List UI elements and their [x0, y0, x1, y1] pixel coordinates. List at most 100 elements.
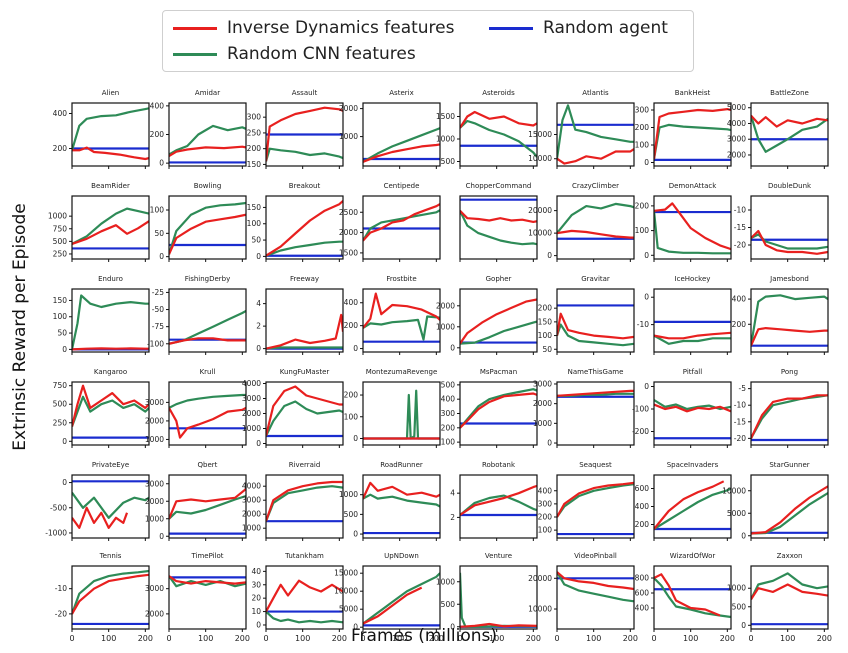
panel-lines: [654, 399, 731, 440]
y-tick-label: 2000: [145, 416, 164, 425]
y-tick-label: -75: [152, 322, 164, 331]
panel-title: Krull: [200, 368, 216, 376]
y-tick-label: 100: [247, 219, 262, 228]
inverse-dynamics-line: [557, 481, 634, 518]
y-tick-label: 300: [441, 409, 456, 418]
panel-title: Amidar: [195, 89, 220, 97]
random-cnn-line: [751, 115, 828, 153]
panel-title: BattleZone: [770, 89, 809, 97]
y-tick-label: 150: [53, 296, 68, 305]
panel-lines: [266, 480, 343, 523]
y-tick-label: 3000: [242, 394, 261, 403]
y-tick-label: -10: [637, 320, 649, 329]
panel-pong: Pong -20 -15 -10 -5: [734, 368, 829, 448]
panel-lines: [363, 292, 440, 343]
panel-lines: [72, 384, 149, 439]
panel-lines: [654, 480, 731, 531]
panel-lines: [460, 110, 537, 158]
y-tick-label: -50: [152, 305, 164, 314]
panel-title: Frostbite: [386, 275, 416, 283]
legend-item-random-cnn: Random CNN features: [173, 43, 416, 65]
panel-title: Asterix: [389, 89, 413, 97]
x-tick-label: 0: [748, 634, 753, 643]
panel-breakout: Breakout 0 50 100 150: [247, 182, 344, 262]
x-tick-label: 0: [69, 634, 74, 643]
inverse-dynamics-line: [169, 145, 246, 157]
panel-frame: [265, 195, 344, 260]
panel-lines: [72, 569, 149, 626]
random-cnn-line: [654, 210, 731, 255]
random-cnn-line: [751, 233, 828, 250]
y-tick-label: 1000: [533, 419, 552, 428]
y-tick-label: 750: [53, 381, 68, 390]
panel-venture: Venture 0 500 1000 0 100 200: [436, 552, 541, 643]
panel-title: NameThisGame: [568, 368, 624, 376]
y-tick-label: 1000: [48, 212, 67, 221]
panel-frame: [168, 288, 247, 353]
panel-frame: [459, 565, 538, 630]
y-tick-label: 400: [53, 109, 68, 118]
random-cnn-line: [363, 209, 440, 242]
panel-title: Tennis: [99, 552, 122, 560]
panel-frame: [459, 288, 538, 353]
y-tick-label: 1000: [242, 524, 261, 533]
random-cnn-line: [654, 487, 731, 530]
panel-lines: [266, 106, 343, 162]
panel-lines: [751, 485, 828, 535]
inverse-dynamics-line: [460, 392, 537, 429]
y-tick-label: 10000: [528, 605, 552, 614]
panel-title: Breakout: [289, 182, 321, 190]
panel-title: SpaceInvaders: [667, 461, 719, 469]
y-tick-label: 2: [450, 513, 455, 522]
inverse-dynamics-line: [460, 622, 537, 628]
panel-title: WizardOfWor: [670, 552, 716, 560]
y-axis-label: Extrinsic Reward per Episode: [10, 203, 30, 451]
y-tick-label: 0: [450, 622, 455, 631]
y-tick-label: 0: [159, 252, 164, 261]
panel-pitfall: Pitfall -200 -100 0: [632, 368, 732, 448]
panel-chopper-command: ChopperCommand: [459, 182, 538, 262]
panel-title: DoubleDunk: [768, 182, 812, 190]
panel-frame: [653, 288, 732, 353]
random-cnn-line: [460, 320, 537, 345]
panel-frame: [265, 474, 344, 539]
panel-lines: [72, 107, 149, 161]
y-tick-label: 500: [53, 400, 68, 409]
random-cnn-line: [363, 127, 440, 163]
random-cnn-line: [72, 491, 149, 519]
panel-frame: [459, 474, 538, 539]
panel-centipede: Centipede 1500 2000 2500: [339, 182, 441, 262]
panel-title: Pitfall: [683, 368, 702, 376]
y-tick-label: 0: [353, 623, 358, 632]
random-cnn-line: [460, 494, 537, 516]
panel-wizard-of-wor: WizardOfWor 400 600 800 0 100 200: [635, 552, 735, 643]
panel-frame: [168, 474, 247, 539]
panel-riverraid: Riverraid 1000 2000 3000 4000: [242, 461, 344, 541]
y-tick-label: 2000: [242, 510, 261, 519]
y-tick-label: 1500: [436, 112, 455, 121]
y-tick-label: 1500: [339, 248, 358, 257]
inverse-dynamics-line: [460, 298, 537, 345]
panel-zaxxon: Zaxxon 0 500 1000 0 100 200: [727, 552, 832, 643]
y-tick-label: 400: [150, 101, 165, 110]
y-tick-label: -25: [152, 288, 164, 297]
y-tick-label: 50: [154, 229, 164, 238]
panel-battle-zone: BattleZone 2000 3000 4000 5000: [727, 89, 829, 169]
inverse-dynamics-line: [460, 110, 537, 129]
y-tick-label: 400: [344, 298, 359, 307]
y-tick-label: 150: [247, 160, 262, 169]
panel-frame: [362, 565, 441, 630]
inverse-dynamics-line: [557, 148, 634, 165]
panel-frame: [71, 565, 150, 630]
y-tick-label: 10000: [528, 154, 552, 163]
y-tick-label: 200: [150, 130, 165, 139]
y-tick-label: 2000: [533, 399, 552, 408]
y-tick-label: 5000: [727, 103, 746, 112]
x-tick-label: 200: [235, 634, 250, 643]
legend-swatch-random-cnn: [173, 52, 217, 56]
panel-lines: [266, 313, 343, 350]
random-cnn-line: [751, 572, 828, 600]
panel-frame: [168, 381, 247, 446]
panel-asteroids: Asteroids 500 1000 1500: [436, 89, 538, 169]
random-cnn-line: [654, 334, 731, 345]
